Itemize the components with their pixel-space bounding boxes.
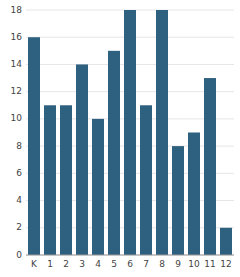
y-tick-label: 12 [11,86,22,96]
grid [26,10,234,255]
y-tick-label: 16 [11,32,23,42]
bar [140,105,152,255]
x-tick-label: 3 [79,259,85,269]
chart: 024681012141618K123456789101112 [0,0,240,277]
bar [92,119,104,255]
x-tick-label: 6 [127,259,133,269]
bar [108,51,120,255]
y-tick-label: 18 [11,5,23,15]
bar [204,78,216,255]
x-tick-label: 4 [95,259,101,269]
x-tick-label: 12 [220,259,231,269]
y-tick-label: 4 [16,195,22,205]
bar [44,105,56,255]
bar [220,228,232,255]
x-tick-label: 11 [204,259,215,269]
bar [172,146,184,255]
x-tick-label: 8 [159,259,165,269]
x-tick-label: 5 [111,259,117,269]
x-tick-label: K [31,259,38,269]
bar [124,10,136,255]
bar [188,133,200,256]
bar [28,37,40,255]
x-axis-line [26,255,234,256]
x-tick-label: 9 [175,259,181,269]
x-tick-label: 10 [188,259,200,269]
bars [28,10,232,255]
x-tick-label: 1 [47,259,53,269]
grid-line [26,255,234,256]
y-tick-label: 2 [16,222,22,232]
bar [156,10,168,255]
x-tick-label: 7 [143,259,149,269]
bar [76,64,88,255]
bar [60,105,72,255]
y-tick-label: 10 [11,113,23,123]
x-tick-label: 2 [63,259,69,269]
y-tick-label: 6 [16,168,22,178]
y-tick-label: 8 [16,141,22,151]
y-tick-label: 14 [11,59,23,69]
y-tick-label: 0 [16,250,22,260]
